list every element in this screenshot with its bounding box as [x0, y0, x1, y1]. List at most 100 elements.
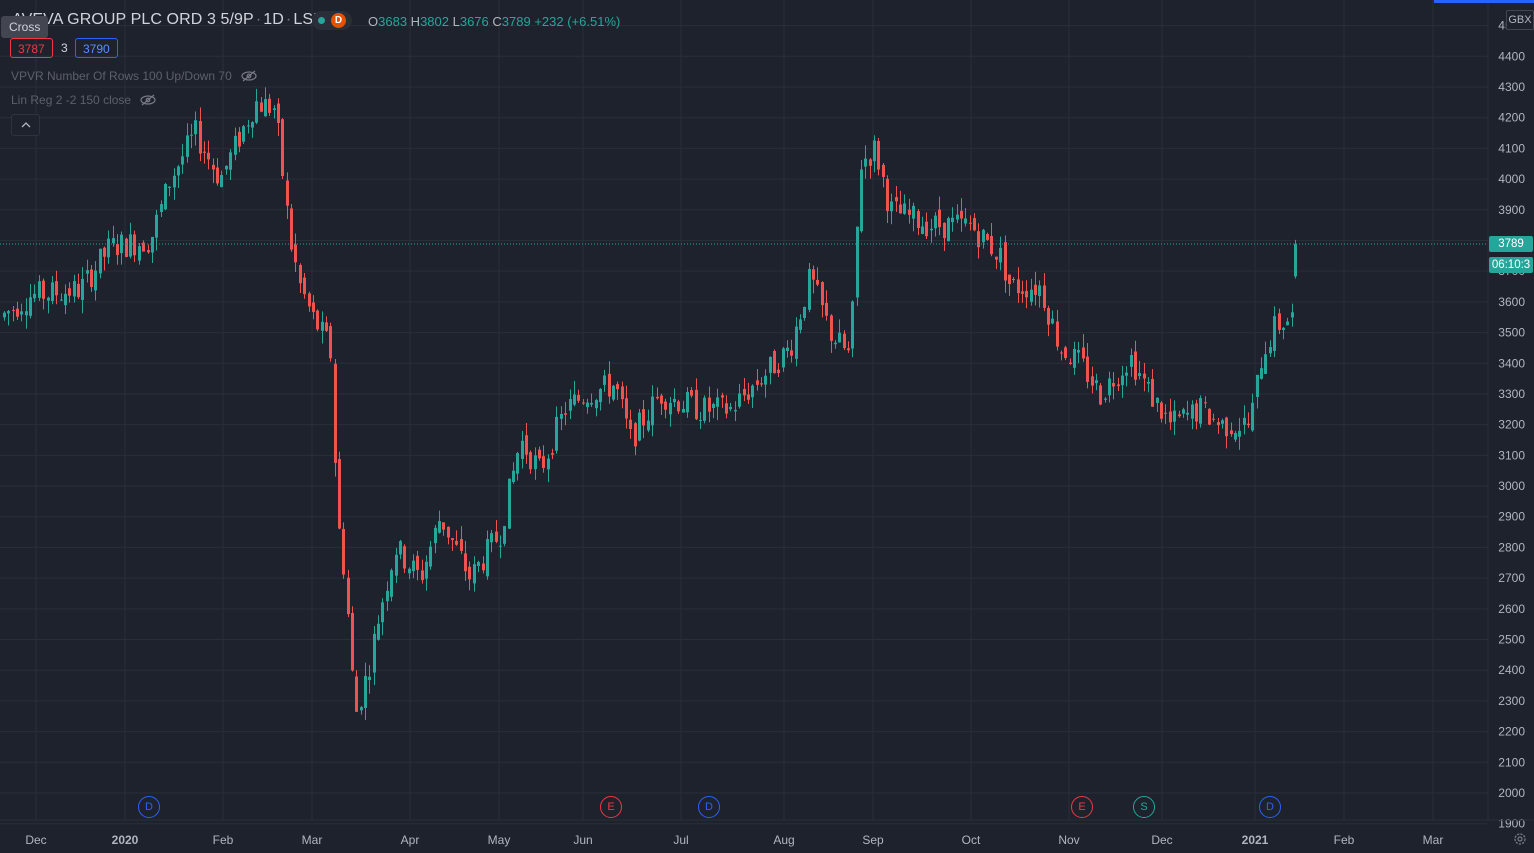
symbol-name[interactable]: AVEVA GROUP PLC ORD 3 5/9P	[12, 11, 254, 28]
candle-body	[990, 235, 993, 255]
candle-body	[395, 554, 398, 576]
indicator-vpvr[interactable]: VPVR Number Of Rows 100 Up/Down 70	[11, 69, 258, 83]
candle-body	[242, 126, 245, 142]
candle-body	[1077, 349, 1080, 353]
candle-body	[47, 297, 50, 301]
collapse-legend-button[interactable]	[11, 114, 40, 136]
candle-body	[1164, 412, 1167, 414]
candle-body	[142, 242, 145, 252]
delayed-badge: D	[331, 13, 346, 28]
candle-body	[434, 527, 437, 544]
candle-body	[512, 470, 515, 483]
candle-body	[725, 403, 728, 414]
event-dividend[interactable]: D	[1259, 796, 1281, 818]
bid-button[interactable]: 3787	[10, 38, 53, 58]
price-tick-label: 2200	[1498, 725, 1525, 739]
last-price-tag: 3789	[1489, 236, 1533, 252]
candle-body	[890, 201, 893, 212]
candle-body	[1282, 327, 1285, 330]
candle-body	[608, 373, 611, 397]
change-value: +232 (+6.51%)	[534, 14, 621, 29]
candle-body	[116, 243, 119, 256]
candle-body	[1178, 414, 1181, 417]
event-dividend[interactable]: D	[138, 796, 160, 818]
candle-body	[934, 215, 937, 229]
candle-body	[1012, 279, 1015, 281]
candle-body	[638, 412, 641, 441]
candle-body	[1195, 403, 1198, 422]
time-axis[interactable]: Dec 2020 Feb Mar Apr May Jun Jul Aug Sep Oct Nov Dec…	[0, 819, 1534, 847]
candle-body	[1091, 376, 1094, 386]
price-tick-label: 4200	[1498, 111, 1525, 125]
price-tick-label: 2900	[1498, 510, 1525, 524]
candle-body	[1191, 404, 1194, 419]
candle-body	[1112, 383, 1115, 387]
candle-body	[281, 119, 284, 177]
candle-body	[1056, 321, 1059, 347]
candle-body	[1186, 412, 1189, 415]
candle-body	[599, 389, 602, 403]
candle-body	[590, 402, 593, 405]
candle-body	[995, 256, 998, 260]
price-tick-label: 3600	[1498, 295, 1525, 309]
time-tick-label: Mar	[1423, 833, 1444, 847]
symbol-legend[interactable]: AVEVA GROUP PLC ORD 3 5/9P · 1D · LSE	[12, 11, 324, 28]
candle-body	[168, 186, 171, 188]
time-tick-label: 2021	[1242, 833, 1269, 847]
event-earnings[interactable]: E	[1071, 796, 1093, 818]
indicator-linreg[interactable]: Lin Reg 2 -2 150 close	[11, 93, 157, 107]
candle-body	[716, 397, 719, 407]
time-tick-label: Apr	[401, 833, 420, 847]
candle-body	[790, 350, 793, 356]
candle-body	[482, 563, 485, 571]
currency-label[interactable]: GBX	[1506, 10, 1534, 30]
interval-label[interactable]: 1D	[263, 11, 284, 28]
candle-body	[312, 302, 315, 312]
chevron-up-icon	[21, 122, 30, 128]
candle-body	[499, 545, 502, 547]
candle-body	[342, 529, 345, 575]
candle-body	[203, 151, 206, 153]
candle-body	[1212, 418, 1215, 420]
candle-body	[864, 158, 867, 167]
candle-body	[181, 156, 184, 165]
candle-body	[760, 383, 763, 385]
candle-body	[547, 458, 550, 470]
event-dividend[interactable]: D	[698, 796, 720, 818]
candle-body	[982, 229, 985, 243]
candle-body	[712, 403, 715, 409]
candle-body	[94, 270, 97, 291]
candle-body	[103, 247, 106, 257]
candle-body	[403, 546, 406, 569]
candle-body	[1221, 420, 1224, 424]
event-split[interactable]: S	[1133, 796, 1155, 818]
hidden-eye-icon[interactable]	[240, 70, 258, 82]
price-axis[interactable]: 4500440043004200410040003900380037003600…	[1487, 0, 1525, 831]
candle-body	[1073, 348, 1076, 368]
time-tick-label: Aug	[773, 833, 794, 847]
candle-body	[177, 166, 180, 176]
candle-body	[251, 122, 254, 128]
gear-icon[interactable]	[1512, 831, 1528, 847]
candle-body	[460, 539, 463, 551]
candle-body	[321, 321, 324, 331]
candle-body	[151, 237, 154, 253]
candle-body	[799, 319, 802, 330]
candle-body	[664, 401, 667, 410]
candle-body	[1291, 312, 1294, 318]
hidden-eye-icon[interactable]	[139, 94, 157, 106]
event-earnings[interactable]: E	[600, 796, 622, 818]
candle-body	[447, 526, 450, 538]
ask-button[interactable]: 3790	[75, 38, 118, 58]
candle-body	[125, 238, 128, 257]
candle-body	[686, 392, 689, 413]
candle-body	[625, 398, 628, 419]
candle-body	[207, 152, 210, 160]
candle-body	[786, 347, 789, 351]
market-status[interactable]: D	[312, 11, 352, 30]
candle-body	[882, 164, 885, 177]
candle-body	[160, 204, 163, 213]
candle-body	[16, 308, 19, 317]
